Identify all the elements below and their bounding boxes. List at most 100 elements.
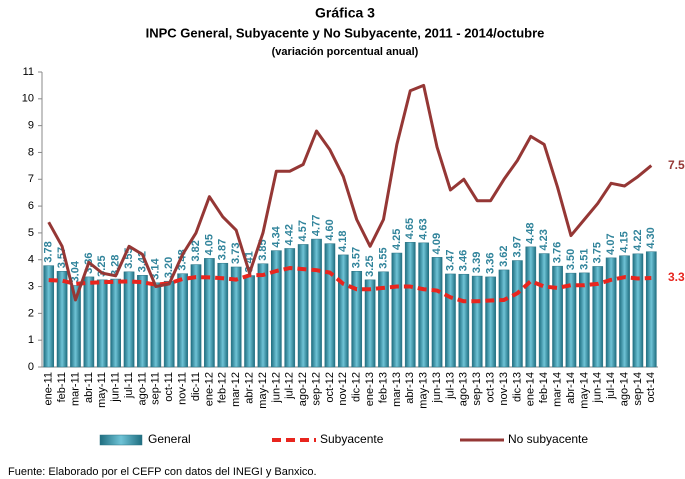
x-tick-label: ene-11 xyxy=(43,372,55,405)
x-tick-label: abr-11 xyxy=(83,372,95,403)
data-label: 3.76 xyxy=(551,242,563,263)
x-tick-label: ene-13 xyxy=(364,372,376,406)
x-tick-label: sep-14 xyxy=(632,372,644,406)
bar xyxy=(404,242,416,368)
data-label: 3.78 xyxy=(43,241,55,262)
data-label: 3.55 xyxy=(377,247,389,268)
data-label: 4.57 xyxy=(297,220,309,241)
x-tick-label: ago-12 xyxy=(297,372,309,406)
bar xyxy=(110,278,121,368)
data-label: 3.47 xyxy=(444,250,456,271)
bar xyxy=(83,276,95,368)
legend-label: General xyxy=(148,432,191,446)
x-tick-label: abr-14 xyxy=(565,372,577,404)
x-tick-label: mar-12 xyxy=(230,372,242,407)
x-tick-label: feb-14 xyxy=(538,372,550,403)
y-tick-label: 10 xyxy=(22,93,34,105)
bar xyxy=(471,275,483,368)
y-tick-label: 4 xyxy=(28,254,34,266)
data-label: 3.48 xyxy=(177,249,189,270)
bar xyxy=(485,276,496,368)
x-tick-label: nov-11 xyxy=(177,372,189,405)
y-tick-label: 0 xyxy=(28,361,34,373)
data-label: 3.87 xyxy=(217,239,229,260)
bar xyxy=(391,252,403,368)
bar xyxy=(177,273,188,368)
end-label: 7.51 xyxy=(668,158,685,172)
x-tick-label: oct-13 xyxy=(485,372,497,403)
x-tick-label: may-14 xyxy=(578,372,590,409)
data-label: 3.57 xyxy=(351,247,363,268)
bar xyxy=(418,242,429,368)
y-tick-label: 9 xyxy=(28,120,34,132)
data-label: 4.25 xyxy=(391,229,403,250)
data-label: 3.39 xyxy=(471,252,483,273)
data-label: 4.30 xyxy=(645,227,657,248)
bar xyxy=(337,254,349,368)
x-tick-label: ago-11 xyxy=(136,372,148,405)
x-tick-label: nov-12 xyxy=(337,372,349,406)
y-tick-label: 6 xyxy=(28,200,34,212)
bar xyxy=(150,282,162,368)
legend-label: Subyacente xyxy=(320,432,384,446)
x-tick-label: may-13 xyxy=(418,372,430,409)
y-tick-label: 5 xyxy=(28,227,34,239)
x-tick-label: dic-11 xyxy=(190,372,202,401)
x-tick-label: jun-14 xyxy=(592,372,604,404)
x-tick-label: jul-13 xyxy=(444,372,456,400)
data-label: 4.05 xyxy=(203,234,215,255)
bar xyxy=(498,269,510,368)
bar xyxy=(645,251,657,368)
bar xyxy=(538,253,550,368)
bar xyxy=(271,250,282,368)
bar xyxy=(163,280,175,368)
data-label: 3.46 xyxy=(458,250,470,271)
data-label: 4.77 xyxy=(310,215,322,236)
x-tick-label: oct-11 xyxy=(163,372,175,402)
data-label: 3.42 xyxy=(136,251,148,272)
bar xyxy=(619,255,630,368)
bar xyxy=(565,272,577,368)
bar xyxy=(552,265,563,368)
data-label: 4.09 xyxy=(431,233,443,254)
line xyxy=(47,83,653,302)
y-tick-label: 7 xyxy=(28,173,34,185)
x-tick-label: abr-12 xyxy=(243,372,255,404)
x-tick-label: jul-11 xyxy=(123,372,135,399)
chart-subtitle: INPC General, Subyacente y No Subyacente… xyxy=(146,25,545,40)
data-label: 4.65 xyxy=(404,218,416,239)
bar xyxy=(257,263,269,368)
x-tick-label: sep-12 xyxy=(310,372,322,406)
x-tick-label: sep-11 xyxy=(150,372,162,405)
chart-title: Gráfica 3 xyxy=(315,5,375,21)
x-tick-label: jun-12 xyxy=(270,372,282,404)
bar xyxy=(351,271,363,368)
bar xyxy=(43,265,55,368)
bar xyxy=(445,273,456,368)
bar xyxy=(96,279,108,368)
legend-label: No subyacente xyxy=(508,432,588,446)
x-tick-label: jun-13 xyxy=(431,372,443,404)
data-label: 4.22 xyxy=(632,229,644,250)
bar xyxy=(324,243,336,368)
bar xyxy=(378,271,389,368)
source: Fuente: Elaborado por el CEFP con datos … xyxy=(8,466,317,478)
x-tick-label: mar-11 xyxy=(69,372,81,406)
bar xyxy=(284,248,296,368)
x-tick-label: abr-13 xyxy=(404,372,416,404)
x-tick-label: ago-14 xyxy=(618,372,630,406)
bar xyxy=(230,266,242,368)
x-tick-label: nov-13 xyxy=(498,372,510,406)
bar xyxy=(311,238,322,368)
bar xyxy=(70,285,81,368)
data-label: 3.97 xyxy=(511,236,523,257)
bar xyxy=(632,253,644,368)
x-tick-label: ene-12 xyxy=(203,372,215,406)
line xyxy=(48,266,652,304)
bar xyxy=(190,264,202,368)
data-label: 3.50 xyxy=(565,249,577,270)
data-label: 3.62 xyxy=(498,245,510,266)
data-label: 3.82 xyxy=(190,240,202,261)
x-tick-label: feb-13 xyxy=(377,372,389,403)
